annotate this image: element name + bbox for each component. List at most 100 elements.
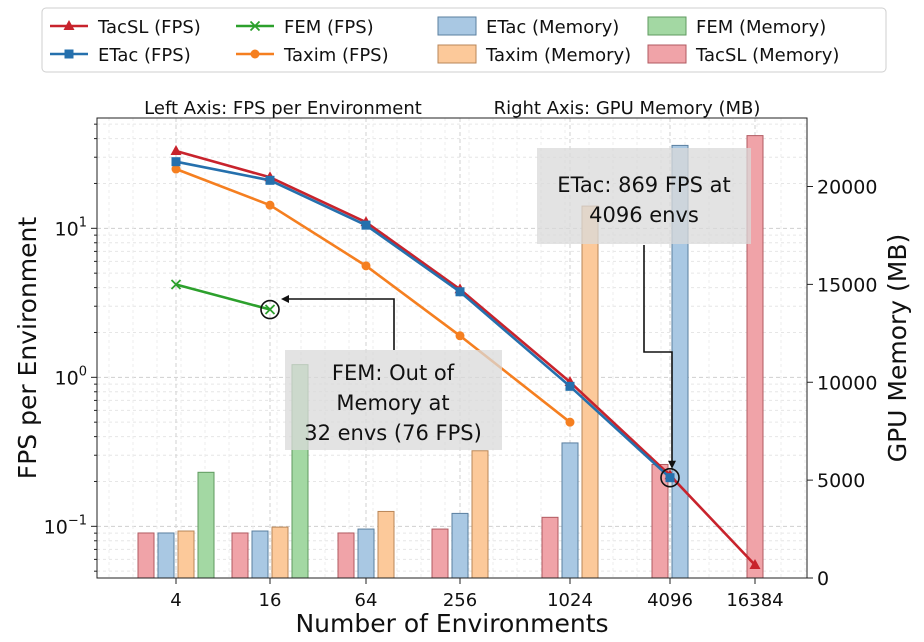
y-axis-right-label: GPU Memory (MB) (883, 234, 912, 463)
y-right-tick-label: 15000 (817, 274, 877, 296)
fem-highlight-circle (260, 299, 280, 320)
fps-markers (170, 145, 761, 570)
legend-patch-tacsl-memory (647, 44, 687, 64)
legend-item-taxim-memory: Taxim (Memory) (437, 44, 631, 66)
fem-arrow-line (286, 298, 395, 350)
y-right-tick-label: 20000 (817, 177, 877, 199)
right-axis-note: Right Axis: GPU Memory (MB) (494, 98, 761, 119)
legend-patch-taxim-memory (437, 44, 477, 64)
y-right-tick-label: 0 (817, 568, 829, 590)
x-axis-label: Number of Environments (295, 609, 608, 638)
x-tick-label-16: 16 (259, 590, 282, 611)
legend-marker-taxim-fps (250, 49, 260, 59)
bar-tacsl-memory-4 (137, 532, 155, 579)
point-etac-fps-16 (265, 175, 275, 185)
bar-tacsl-memory-16 (231, 532, 249, 579)
point-taxim-fps-1024 (565, 417, 575, 427)
line-etac-fps (175, 160, 671, 479)
point-etac-fps-64 (361, 220, 371, 230)
bar-etac-memory-4 (157, 532, 175, 579)
point-etac-fps-1024 (565, 381, 575, 391)
legend-patch-fem-memory (647, 16, 687, 36)
legend-item-fem-memory: FEM (Memory) (647, 16, 826, 38)
plot-frame (96, 117, 808, 579)
legend-marker-fem-fps (249, 20, 261, 32)
line-fem-fps (175, 283, 271, 311)
bar-etac-memory-256 (451, 512, 469, 579)
legend-marker-etac-fps (64, 49, 74, 59)
memory-bars (137, 135, 764, 579)
point-taxim-fps-64 (361, 261, 371, 271)
x-tick-label-64: 64 (355, 590, 378, 611)
point-tacsl-fps-16384 (749, 559, 761, 570)
etac-arrow-head (668, 460, 676, 469)
legend-label-etac-memory: ETac (Memory) (486, 17, 619, 38)
etac-annotation-line-2: 4096 envs (589, 203, 699, 227)
legend-item-etac-memory: ETac (Memory) (437, 16, 619, 38)
plot-area (96, 117, 808, 579)
legend: TacSL (FPS) FEM (FPS) ETac (Memory) FEM (Me… (41, 7, 887, 73)
axes: 4 16 64 256 1024 4096 16384 10−1 100 101 0 5000 1000… (44, 123, 877, 611)
y-left-tick-label: 10−1 (44, 513, 87, 538)
legend-label-tacsl-memory: TacSL (Memory) (695, 45, 839, 66)
etac-annotation-box (537, 148, 751, 244)
legend-marker-fem-fps-stroke-b (249, 20, 261, 32)
legend-label-etac-fps: ETac (FPS) (98, 45, 191, 66)
point-etac-fps-4 (171, 157, 181, 167)
legend-label-fem-memory: FEM (Memory) (696, 17, 826, 38)
etac-highlight-circle (660, 467, 680, 488)
bar-taxim-memory-64 (377, 510, 395, 579)
point-taxim-fps-4 (171, 164, 181, 174)
bar-taxim-memory-256 (471, 450, 489, 579)
bar-tacsl-memory-256 (431, 528, 449, 579)
fem-annotation-line-3: 32 envs (76 FPS) (304, 421, 482, 445)
bar-tacsl-memory-1024 (541, 516, 559, 579)
legend-label-tacsl-fps: TacSL (FPS) (97, 17, 201, 38)
bar-fem-memory-4 (197, 471, 215, 579)
legend-label-taxim-memory: Taxim (Memory) (485, 45, 631, 66)
y-left-tick-label: 100 (55, 364, 87, 389)
x-tick-label-4096: 4096 (647, 590, 693, 611)
etac-arrow-line (643, 245, 673, 464)
legend-item-tacsl-memory: TacSL (Memory) (647, 44, 839, 66)
etac-annotation-line-1: ETac: 869 FPS at (557, 173, 730, 197)
point-tacsl-fps-4 (170, 145, 182, 156)
legend-item-tacsl-fps: TacSL (FPS) (50, 17, 201, 38)
point-etac-fps-4096 (665, 473, 675, 483)
point-fem-fps-16 (264, 304, 276, 315)
bar-taxim-memory-16 (271, 526, 289, 579)
legend-label-fem-fps: FEM (FPS) (284, 17, 374, 38)
point-taxim-fps-256 (455, 331, 465, 341)
x-tick-label-256: 256 (443, 590, 477, 611)
fem-arrow-head (281, 295, 289, 303)
left-axis-note: Left Axis: FPS per Environment (144, 98, 422, 119)
legend-item-fem-fps: FEM (FPS) (236, 17, 374, 38)
fem-annotation-line-1: FEM: Out of (332, 361, 455, 385)
x-tick-label-1024: 1024 (547, 590, 593, 611)
y-right-tick-label: 5000 (817, 470, 865, 492)
bar-tacsl-memory-64 (337, 532, 355, 579)
legend-item-etac-fps: ETac (FPS) (50, 45, 191, 66)
bar-etac-memory-1024 (561, 442, 579, 579)
bar-taxim-memory-4 (177, 530, 195, 579)
point-taxim-fps-16 (265, 200, 275, 210)
fem-annotation-line-2: Memory at (336, 391, 449, 415)
x-tick-label-16384: 16384 (726, 590, 783, 611)
point-fem-fps-4-stroke-b (170, 279, 182, 290)
bar-taxim-memory-1024 (581, 205, 599, 579)
y-left-tick-label: 101 (55, 215, 87, 240)
annotations: FEM: Out of Memory at 32 envs (76 FPS) ETac… (260, 148, 751, 488)
y-axis-left-label: FPS per Environment (13, 217, 42, 480)
bar-etac-memory-16 (251, 530, 269, 579)
legend-marker-tacsl-fps (63, 20, 75, 30)
y-right-tick-label: 10000 (817, 372, 877, 394)
fem-annotation-box (285, 350, 502, 450)
point-fem-fps-16-stroke-b (264, 304, 276, 315)
legend-item-taxim-fps: Taxim (FPS) (236, 45, 389, 66)
point-fem-fps-4 (170, 279, 182, 290)
legend-patch-etac-memory (437, 16, 477, 36)
legend-label-taxim-fps: Taxim (FPS) (283, 45, 389, 66)
point-etac-fps-256 (455, 287, 465, 297)
x-tick-label-4: 4 (170, 590, 181, 611)
